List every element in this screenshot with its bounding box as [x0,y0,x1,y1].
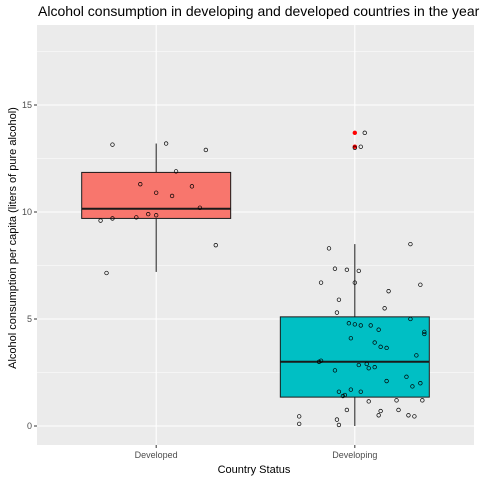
data-point [326,246,332,251]
data-point [104,270,109,276]
data-point [203,147,208,153]
data-point [189,184,195,189]
data-point [418,282,423,287]
y-tick-label: 15 [22,100,32,110]
data-point [362,130,367,135]
data-point [134,215,139,220]
data-point [384,378,389,384]
data-point [352,145,357,150]
data-point [173,169,179,174]
data-point [110,142,115,147]
data-point [376,413,381,418]
data-point [382,306,387,311]
data-point [352,280,357,285]
data-point [332,368,338,373]
y-tick-label: 5 [27,314,32,324]
data-point [414,353,419,358]
data-point [406,413,411,418]
data-point [422,329,427,334]
data-point [297,414,302,419]
data-point [352,322,357,327]
data-point [368,323,373,328]
data-point [340,393,346,399]
data-point [344,267,350,272]
data-point [358,144,363,149]
x-tick-label: Developing [332,450,377,460]
data-point [394,398,399,403]
data-point [356,362,361,368]
y-axis-title: Alcohol consumption per capita (liters o… [7,107,19,369]
data-point [404,374,409,379]
data-point [346,321,352,326]
x-tick-label: Developed [135,450,178,460]
data-point [378,344,383,349]
outlier-point [352,144,358,149]
data-point [372,365,377,370]
data-points [98,130,427,428]
data-point [366,399,371,404]
data-point [364,361,369,367]
data-point [334,417,340,422]
data-point [336,297,342,302]
box-developed [81,171,232,219]
data-point [297,421,302,427]
data-point [376,327,381,332]
data-point [356,268,361,274]
data-point [408,241,413,247]
data-point [422,331,427,337]
data-point [336,389,342,394]
outlier-point [352,130,358,136]
data-point [154,213,159,218]
data-point [366,366,371,371]
data-point [410,384,415,389]
data-point [358,323,363,328]
data-point [396,407,401,413]
data-point [386,289,391,294]
y-tick-label: 0 [27,421,32,431]
data-point [336,422,342,428]
data-point [348,336,353,341]
data-point [316,359,322,364]
data-point [197,205,203,210]
x-axis-title: Country Status [218,464,291,476]
data-point [418,381,423,386]
data-point [138,182,143,187]
box-developing [279,316,430,398]
data-point [348,387,353,392]
data-point [110,216,115,221]
data-point [372,340,377,345]
y-tick-label: 10 [22,207,32,217]
data-point [213,243,218,248]
data-point [98,218,103,223]
data-point [408,316,413,322]
data-point [154,190,159,195]
data-point [384,345,389,351]
data-point [146,211,151,217]
ticks: 0 5 10 15 Developed Developing [22,100,377,460]
data-point [332,266,338,271]
data-point [412,414,417,419]
chart-title: Alcohol consumption in developing and de… [38,3,480,19]
data-point [169,193,175,199]
data-point [344,407,350,413]
boxes [81,143,430,426]
data-point [163,141,169,146]
data-point [318,280,324,285]
data-point [420,398,425,403]
data-point [358,389,363,394]
data-point [378,408,383,414]
data-point [334,310,340,315]
